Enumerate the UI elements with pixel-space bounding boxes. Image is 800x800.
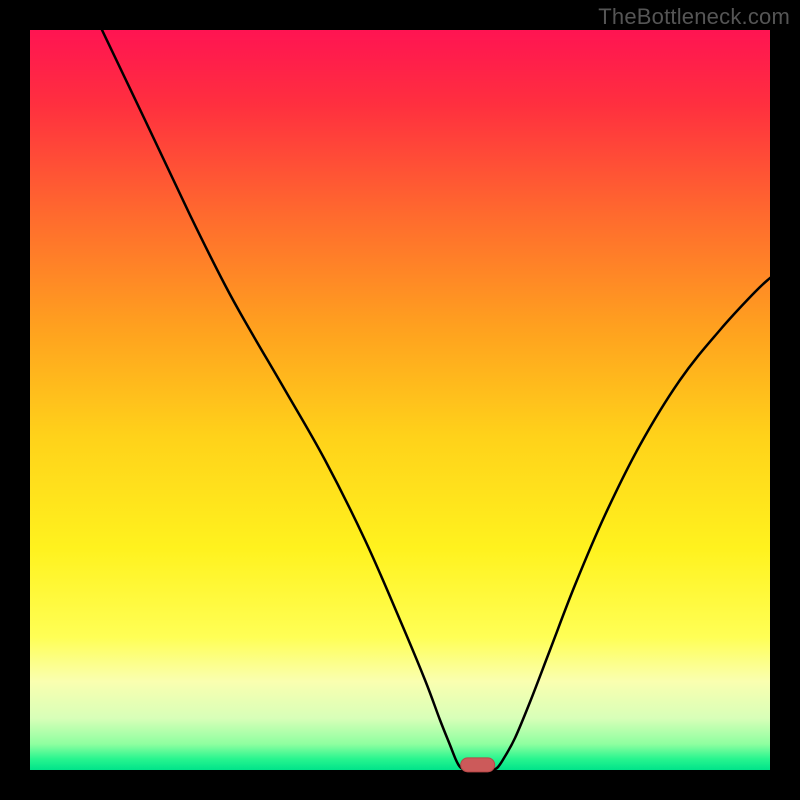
optimal-marker [461, 758, 495, 772]
chart-container: TheBottleneck.com [0, 0, 800, 800]
plot-background [30, 30, 770, 770]
bottleneck-chart [0, 0, 800, 800]
